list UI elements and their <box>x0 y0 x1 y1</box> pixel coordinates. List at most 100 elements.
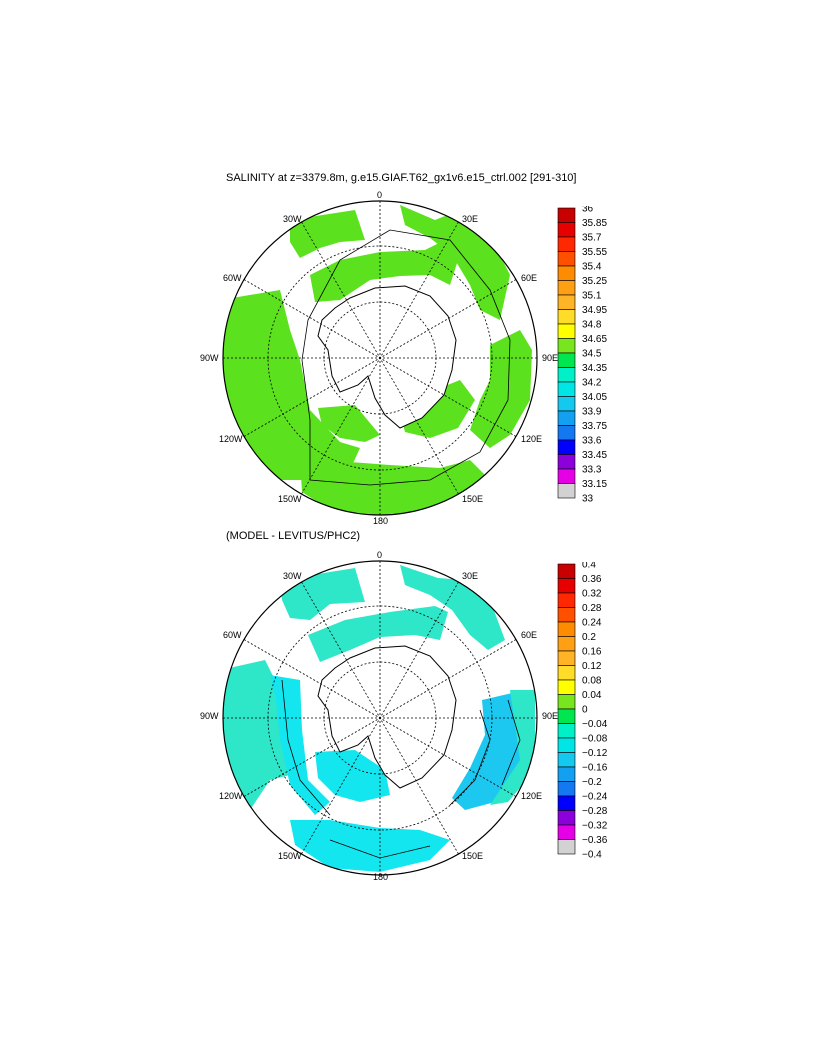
bottom-colorbar-box <box>557 679 576 695</box>
bottom-field-southwest <box>315 750 390 802</box>
bottom-colorbar-box <box>557 839 576 855</box>
top-colorbar: 36 35.85 35.7 35.55 35.4 35.25 35.1 34.95 34.8 34… <box>557 206 607 505</box>
bottom-colorbar-label: 0.24 <box>582 618 602 629</box>
top-colorbar-box <box>557 483 576 499</box>
bottom-colorbar-label: −0.36 <box>582 835 608 846</box>
bottom-colorbar-label: −0.08 <box>582 734 608 745</box>
top-colorbar-box <box>557 280 576 296</box>
top-colorbar-label: 35.85 <box>582 218 607 229</box>
bottom-colorbar-box <box>557 592 576 608</box>
top-colorbar-label: 34.95 <box>582 305 607 316</box>
bottom-colorbar-label: −0.24 <box>582 792 608 803</box>
top-colorbar-box <box>557 207 576 223</box>
bottom-colorbar-label: 0.04 <box>582 690 602 701</box>
bottom-label-60w: 60W <box>223 630 242 640</box>
top-colorbar-label: 33.6 <box>582 436 602 447</box>
top-colorbar-label: 34.5 <box>582 349 602 360</box>
bottom-field-east-outer <box>490 690 535 805</box>
bottom-polar-map: 0 30W 30E 60W 60E 90W 90E 120W 120E 150W… <box>200 550 558 882</box>
top-label-150e: 150E <box>462 494 483 504</box>
bottom-field-west <box>223 660 290 810</box>
top-field-northwest <box>290 210 365 258</box>
top-colorbar-box <box>557 367 576 383</box>
top-label-30w: 30W <box>283 214 302 224</box>
bottom-label-150e: 150E <box>462 851 483 861</box>
top-colorbar-box <box>557 251 576 267</box>
top-colorbar-label: 36 <box>582 206 594 215</box>
bottom-label-0: 0 <box>377 550 382 560</box>
top-label-0: 0 <box>377 190 382 200</box>
bottom-label-60e: 60E <box>521 630 537 640</box>
bottom-colorbar-box <box>557 665 576 681</box>
top-colorbar-box <box>557 468 576 484</box>
top-colorbar-label: 34.35 <box>582 363 607 374</box>
top-colorbar-box <box>557 425 576 441</box>
top-colorbar-box <box>557 323 576 339</box>
top-colorbar-label: 33.9 <box>582 407 602 418</box>
top-label-150w: 150W <box>278 494 302 504</box>
top-colorbar-box <box>557 396 576 412</box>
top-colorbar-label: 34.65 <box>582 334 607 345</box>
bottom-colorbar-label: −0.28 <box>582 806 608 817</box>
bottom-colorbar-box <box>557 795 576 811</box>
bottom-colorbar-label: −0.12 <box>582 748 608 759</box>
top-colorbar-box <box>557 381 576 397</box>
bottom-colorbar-label: −0.4 <box>582 850 602 861</box>
bottom-colorbar-box <box>557 636 576 652</box>
bottom-colorbar-label: 0.32 <box>582 589 602 600</box>
top-colorbar-box <box>557 338 576 354</box>
top-colorbar-label: 34.8 <box>582 320 602 331</box>
top-polar-map: 0 30W 30E 60W 60E 90W 90E 120W 120E 150W… <box>200 190 558 526</box>
top-colorbar-label: 34.05 <box>582 392 607 403</box>
top-colorbar-box <box>557 222 576 238</box>
bottom-label-150w: 150W <box>278 851 302 861</box>
bottom-label-180: 180 <box>373 872 388 882</box>
bottom-colorbar-label: −0.32 <box>582 821 608 832</box>
top-field-south-band <box>300 460 490 515</box>
bottom-map-title: (MODEL - LEVITUS/PHC2) <box>226 530 361 542</box>
bottom-antarctica-outline <box>317 645 457 789</box>
bottom-colorbar-box <box>557 708 576 724</box>
top-label-60e: 60E <box>521 273 537 283</box>
bottom-colorbar-box <box>557 781 576 797</box>
top-field-east <box>470 330 532 448</box>
top-label-180: 180 <box>373 516 388 526</box>
bottom-colorbar-label: 0.12 <box>582 661 602 672</box>
bottom-colorbar-label: 0.16 <box>582 647 602 658</box>
bottom-label-90e: 90E <box>542 711 558 721</box>
bottom-colorbar-box <box>557 752 576 768</box>
bottom-colorbar: 0.4 0.36 0.32 0.28 0.24 0.2 0.16 0.12 0.08 0.04 0 −… <box>557 562 608 861</box>
top-label-120e: 120E <box>521 434 542 444</box>
top-field-west <box>223 290 360 480</box>
bottom-colorbar-box <box>557 578 576 594</box>
bottom-colorbar-label: 0.08 <box>582 676 602 687</box>
top-field-south-inner <box>400 380 475 438</box>
top-label-60w: 60W <box>223 273 242 283</box>
top-colorbar-label: 35.1 <box>582 291 602 302</box>
top-label-90w: 90W <box>200 353 219 363</box>
top-colorbar-box <box>557 294 576 310</box>
top-colorbar-label: 33.15 <box>582 479 607 490</box>
top-colorbar-box <box>557 410 576 426</box>
top-colorbar-label: 33 <box>582 494 594 505</box>
bottom-label-120w: 120W <box>219 791 243 801</box>
bottom-colorbar-box <box>557 824 576 840</box>
bottom-colorbar-label: −0.04 <box>582 719 608 730</box>
top-colorbar-box <box>557 309 576 325</box>
bottom-colorbar-box <box>557 621 576 637</box>
bottom-colorbar-box <box>557 723 576 739</box>
top-colorbar-box <box>557 439 576 455</box>
top-label-90e: 90E <box>542 353 558 363</box>
top-colorbar-label: 33.45 <box>582 450 607 461</box>
bottom-colorbar-label: 0.28 <box>582 603 602 614</box>
bottom-label-30e: 30E <box>462 571 478 581</box>
top-colorbar-label: 34.2 <box>582 378 602 389</box>
top-colorbar-label: 35.4 <box>582 262 602 273</box>
bottom-colorbar-label: 0.2 <box>582 632 596 643</box>
top-map-title: SALINITY at z=3379.8m, g.e15.GIAF.T62_gx… <box>226 172 577 184</box>
bottom-colorbar-box <box>557 694 576 710</box>
bottom-field-northeast <box>400 565 505 650</box>
bottom-colorbar-box <box>557 563 576 579</box>
bottom-label-30w: 30W <box>283 571 302 581</box>
bottom-colorbar-box <box>557 810 576 826</box>
